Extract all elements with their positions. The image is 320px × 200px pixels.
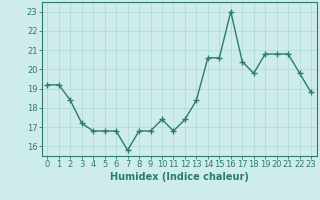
X-axis label: Humidex (Indice chaleur): Humidex (Indice chaleur)	[110, 172, 249, 182]
